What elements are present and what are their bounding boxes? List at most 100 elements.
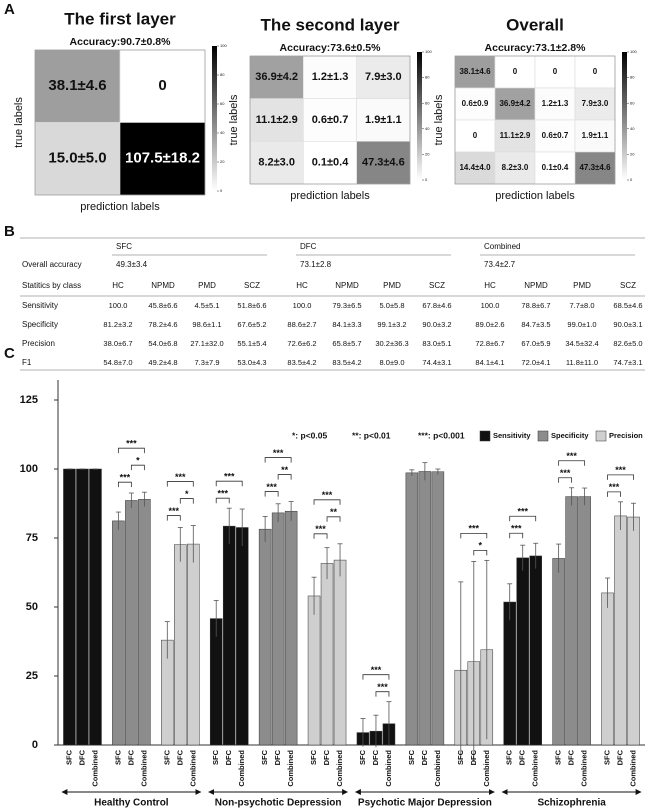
cell-label: 7.9±3.0 [365,71,402,83]
class-header: PMD [383,281,401,290]
significance-bracket [313,499,341,505]
cell-label: 15.0±5.0 [48,150,106,167]
bar [235,527,249,746]
heatmap-cell [119,122,206,196]
method-label: SFC [260,749,269,765]
bar [89,468,102,746]
heatmap-cell [534,151,576,185]
colorbar-tick-label: 60 [630,100,635,105]
bar [258,528,272,746]
cell-label: 47.3±4.6 [362,157,405,169]
table-cell: 89.0±2.6 [475,320,504,329]
table-cell: 78.8±6.7 [521,301,550,310]
cell-label: 11.1±2.9 [256,114,298,126]
heatmap-cell [34,122,121,196]
significance-bracket [277,474,292,480]
x-axis-label: prediction labels [495,190,575,202]
frame [249,55,411,185]
significance-bracket [558,460,586,466]
significance-label: *** [615,465,626,475]
significance-bracket [117,447,145,454]
colorbar-tick-label: 80 [425,75,430,80]
table-cell: 81.2±3.2 [103,320,132,329]
heatmap-cell [249,141,304,185]
y-axis-label: true labels [433,94,445,145]
table-cell: 98.6±1.1 [192,320,221,329]
table-cell: 11.8±11.0 [566,358,598,367]
significance-label: ** [281,465,289,475]
significance-label: *** [217,489,228,499]
bar [271,512,285,746]
heatmap-cell [356,141,411,185]
method-label: DFC [77,749,86,765]
table-cell: 78.2±4.6 [148,320,177,329]
method-label: Combined [139,750,148,787]
cell-label: 0 [513,67,518,76]
cell-label: 1.2±1.3 [542,99,569,108]
significance-bracket [215,497,230,504]
method-label: SFC [505,749,514,765]
table-group: SFC [116,242,132,251]
method-label: DFC [616,749,625,765]
table-cell: 7.3±7.9 [195,358,220,367]
significance-bracket [509,532,524,539]
table-cell: 83.5±4.2 [332,358,361,367]
bar [187,543,200,746]
table-cell: 68.5±4.6 [613,301,642,310]
significance-bracket [326,516,341,522]
method-label: SFC [554,749,563,765]
significance-label: *** [566,451,577,461]
table-cell: 82.6±5.0 [613,339,642,348]
heatmap-cell [574,119,616,153]
cell-label: 0.6±0.7 [542,131,569,140]
table-cell: 7.7±8.0 [570,301,595,310]
method-label: Combined [286,750,295,787]
y-axis-label: true labels [228,94,240,145]
method-label: DFC [567,749,576,765]
bar [503,601,516,746]
method-label: SFC [211,749,220,765]
bar [529,555,542,746]
overall-accuracy: 73.1±2.8 [300,260,332,269]
row-label: Sensitivity [22,301,58,310]
colorbar-tick-label: 20 [220,159,225,164]
colorbar-tick-label: 60 [220,101,225,106]
significance-bracket [460,532,488,539]
colorbar-tick-label: 80 [630,75,635,80]
significance-bracket [607,491,621,497]
colorbar-tick-label: 100 [220,43,227,48]
table-cell: 79.3±6.5 [332,301,361,310]
bar [307,595,321,746]
bar [222,525,236,746]
table-cell: 83.0±5.1 [422,339,451,348]
table-cell: 100.0 [293,301,312,310]
class-header: SCZ [620,281,636,290]
method-label: SFC [64,749,73,765]
heatmap-title: Overall [506,15,564,34]
significance-label: *** [322,490,333,500]
table-cell: 54.0±6.8 [148,339,177,348]
bar [614,515,627,746]
y-tick-label: 50 [26,601,38,613]
table-cell: 90.0±3.2 [422,320,451,329]
table-cell: 51.8±6.6 [237,301,266,310]
significance-label: *** [371,665,382,675]
table-group: DFC [300,242,317,251]
table-cell: 74.7±3.1 [613,358,642,367]
cell-label: 1.9±1.1 [582,131,609,140]
method-label: Combined [237,750,246,787]
cell-label: 36.9±4.2 [255,71,298,83]
significance-bracket [473,549,488,556]
method-label: DFC [322,749,331,765]
table-cell: 100.0 [481,301,500,310]
colorbar [622,52,627,180]
significance-label: *** [517,507,528,517]
cell-label: 8.2±3.0 [258,157,295,169]
cell-label: 14.4±4.0 [459,163,491,172]
method-label: DFC [273,749,282,765]
method-label: SFC [603,749,612,765]
significance-label: *** [120,473,131,483]
significance-legend: **: p<0.01 [352,430,391,440]
heatmap-cell [356,55,411,99]
